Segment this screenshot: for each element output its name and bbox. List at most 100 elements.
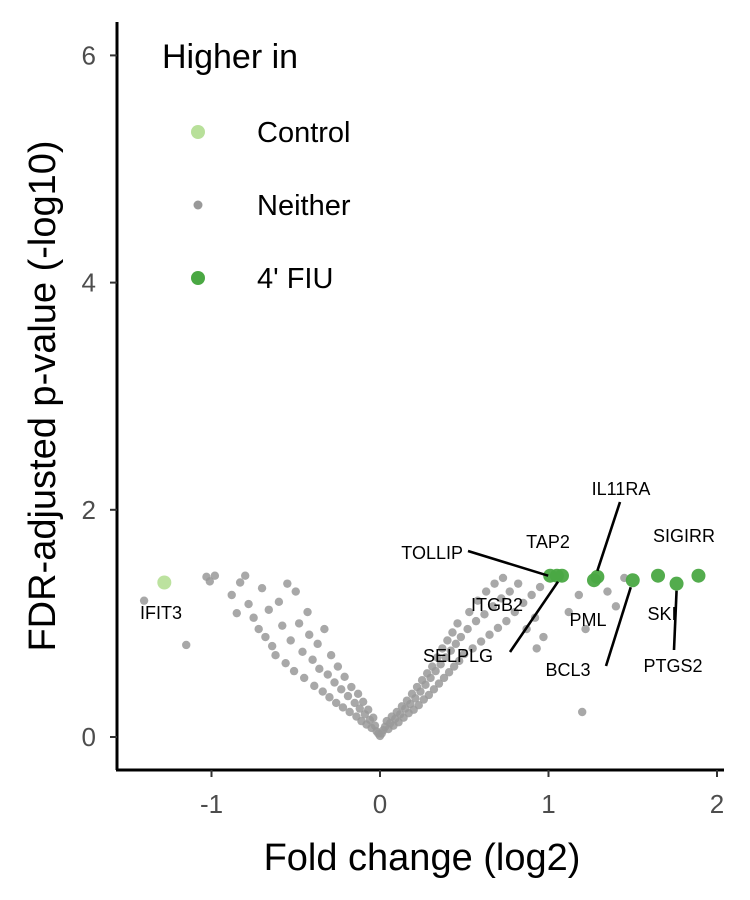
gene-label: IFIT3 [140,603,182,623]
neither-point [210,571,220,580]
neither-point [325,693,334,702]
neither-point [438,644,447,653]
neither-point [473,596,482,605]
neither-point [510,607,519,617]
axes [115,22,724,772]
neither-point [441,653,450,662]
fiu-points [543,568,706,591]
neither-point [416,687,425,696]
neither-point [313,639,322,649]
neither-point [286,636,295,645]
neither-point [421,680,430,689]
neither-point [274,597,284,607]
gene-label: SIGIRR [653,526,715,546]
neither-points [139,571,629,741]
neither-point [433,653,442,662]
neither-point [424,690,434,700]
neither-point [369,713,378,722]
neither-point [264,605,273,614]
neither-point [320,624,329,634]
x-tick-label: 0 [373,789,387,819]
legend-label: Neither [257,190,351,222]
neither-point [294,619,304,628]
neither-point [603,587,612,596]
neither-point [471,616,481,626]
fiu-point [554,568,569,583]
neither-point [460,649,469,659]
neither-point [490,579,499,588]
fiu-point [691,568,706,583]
legend-title: Higher in [162,38,298,76]
neither-point [449,662,459,671]
neither-point [254,624,263,634]
neither-point [232,608,241,618]
legend: Higher in Control Neither 4' FIU [162,38,351,295]
neither-point [439,673,449,683]
neither-point [326,651,336,660]
neither-point [318,687,327,696]
x-tick-label: 1 [541,789,555,819]
neither-point [513,579,523,588]
fiu-point [669,576,684,591]
neither-point [502,616,511,626]
neither-point [257,583,267,593]
neither-point [532,644,541,653]
neither-point [476,637,486,646]
y-ticks: 0 2 4 6 [82,40,117,752]
gene-label: ITGB2 [471,595,523,615]
neither-point [451,639,461,649]
neither-point [443,636,452,645]
neither-point [414,700,423,710]
neither-point [330,678,339,687]
neither-point [241,571,250,580]
neither-point [291,587,300,596]
neither-point [519,598,528,608]
neither-point [347,682,356,692]
neither-point [578,707,587,717]
x-tick-label: 2 [710,789,724,819]
neither-point [261,632,270,642]
neither-point [281,658,290,668]
neither-point [581,624,590,634]
annotation-labels: IFIT3 TOLLIP TAP2 IL11RA SIGIRR ITGB2 PML SKI SE… [140,479,715,680]
neither-point [337,685,346,694]
neither-point [350,698,359,708]
gene-label: SELPLG [423,646,493,666]
y-tick-label: 0 [82,722,96,752]
neither-point [564,607,573,617]
legend-label: Control [257,117,351,149]
annotation-connector [604,586,632,667]
neither-point [426,673,435,683]
legend-swatch [191,271,205,285]
neither-point [539,632,548,642]
neither-point [289,666,299,676]
neither-point [298,647,307,656]
neither-point [485,630,494,639]
neither-point [456,632,466,642]
neither-point [205,577,215,586]
gene-label: SKI [647,604,676,624]
neither-point [249,613,258,622]
neither-point [303,607,312,617]
x-ticks: -1 0 1 2 [200,770,724,819]
control-points [157,575,172,590]
neither-point [333,662,343,671]
neither-point [468,644,477,653]
neither-point [271,651,280,660]
neither-point [331,698,341,708]
neither-point [527,590,536,600]
fiu-point [651,568,666,583]
neither-point [444,668,454,677]
gene-label: PTGS2 [643,656,702,676]
neither-point [429,685,439,694]
neither-point [454,656,464,666]
fiu-point [625,573,640,588]
legend-entries: Control Neither 4' FIU [191,117,351,295]
gene-label: PML [569,610,606,630]
neither-point [308,655,317,664]
neither-point [305,630,314,639]
neither-point [345,707,354,717]
neither-point [278,621,287,630]
neither-point [611,602,621,611]
